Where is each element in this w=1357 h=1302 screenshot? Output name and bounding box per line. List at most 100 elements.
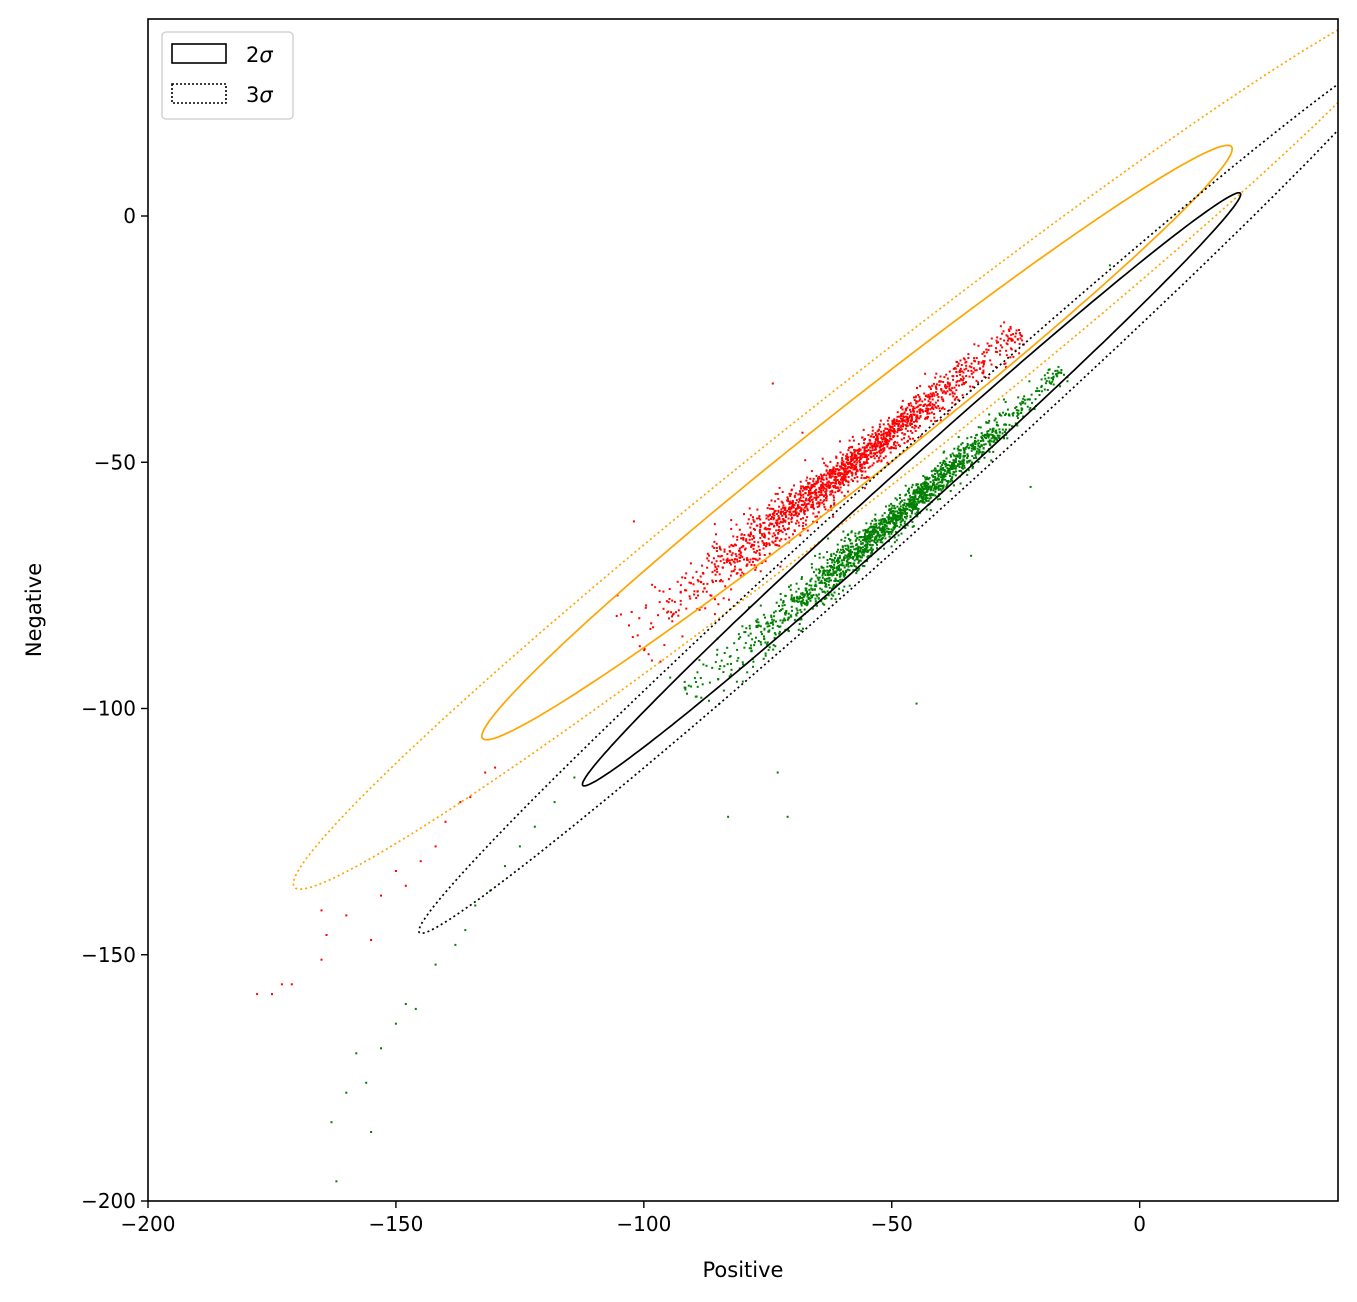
data-point [972, 444, 975, 447]
data-point [734, 565, 736, 568]
data-point [833, 476, 836, 479]
data-point [932, 392, 935, 395]
data-point [959, 453, 962, 456]
data-point [895, 520, 898, 523]
data-point [805, 503, 808, 506]
data-point [948, 409, 951, 412]
data-point [895, 447, 897, 450]
data-point [878, 423, 881, 426]
data-point [921, 485, 923, 488]
data-point [800, 617, 803, 620]
data-point [922, 496, 925, 499]
data-point [1004, 362, 1007, 365]
data-point [918, 409, 921, 412]
data-point [819, 493, 822, 496]
data-point [951, 392, 954, 395]
data-point [900, 514, 903, 516]
data-point [1040, 378, 1043, 381]
data-point [763, 535, 766, 538]
data-point [866, 475, 868, 478]
data-point [854, 473, 857, 476]
data-point [882, 423, 885, 426]
data-point [874, 531, 877, 534]
data-point [1056, 369, 1059, 372]
data-point [662, 607, 665, 610]
data-point [843, 566, 846, 569]
data-point [736, 535, 739, 538]
data-point [878, 519, 881, 522]
data-point [787, 500, 790, 503]
data-point [942, 461, 945, 464]
data-point [747, 518, 750, 521]
data-point [980, 453, 983, 456]
data-point [848, 556, 851, 559]
data-point [756, 508, 759, 511]
data-point [890, 507, 893, 510]
data-point [966, 453, 969, 456]
y-axis-label: Negative [22, 563, 46, 657]
data-point [897, 534, 900, 537]
data-point [904, 433, 906, 436]
data-point [855, 565, 858, 568]
data-point [813, 485, 816, 488]
data-point [888, 516, 891, 519]
data-point [940, 396, 943, 399]
data-point [760, 533, 763, 536]
data-point [784, 519, 787, 522]
data-point [955, 396, 958, 399]
data-point [952, 395, 955, 398]
data-point [893, 435, 896, 438]
data-point [631, 636, 634, 639]
data-point [1016, 411, 1019, 414]
data-point [962, 461, 965, 463]
data-point [825, 577, 828, 580]
data-point [902, 508, 905, 511]
data-point [920, 495, 923, 498]
data-point [786, 499, 789, 502]
data-point [793, 596, 796, 599]
data-point [713, 547, 716, 549]
data-point [1015, 405, 1018, 408]
data-point [854, 471, 857, 474]
outlier-point [280, 983, 283, 986]
data-point [941, 391, 944, 394]
data-point [754, 528, 756, 531]
data-point [825, 483, 828, 486]
data-point [907, 498, 910, 501]
data-point [766, 621, 769, 624]
data-point [765, 517, 768, 520]
data-point [958, 466, 961, 468]
data-point [876, 547, 878, 550]
data-point [720, 579, 722, 582]
data-point [721, 580, 724, 583]
data-point [881, 536, 884, 539]
data-point [931, 405, 934, 408]
data-point [820, 485, 823, 488]
data-point [919, 385, 922, 388]
data-point [671, 620, 674, 623]
data-point [773, 611, 775, 614]
data-point [864, 529, 867, 531]
data-point [915, 489, 918, 491]
data-point [950, 468, 953, 470]
data-point [859, 454, 862, 457]
data-point [827, 580, 830, 583]
data-point [860, 556, 863, 559]
data-point [977, 344, 980, 347]
data-point [953, 398, 956, 401]
data-point [929, 388, 932, 391]
data-point [937, 396, 940, 398]
data-point [824, 585, 827, 588]
data-point [930, 488, 933, 490]
data-point [830, 579, 832, 582]
data-point [898, 422, 901, 425]
data-point [948, 461, 951, 463]
data-point [805, 599, 808, 602]
data-point [1060, 369, 1063, 371]
data-point [813, 571, 815, 574]
data-point [952, 484, 955, 487]
data-point [911, 525, 914, 528]
data-point [790, 502, 793, 504]
data-point [949, 475, 952, 477]
data-point [1006, 437, 1009, 440]
